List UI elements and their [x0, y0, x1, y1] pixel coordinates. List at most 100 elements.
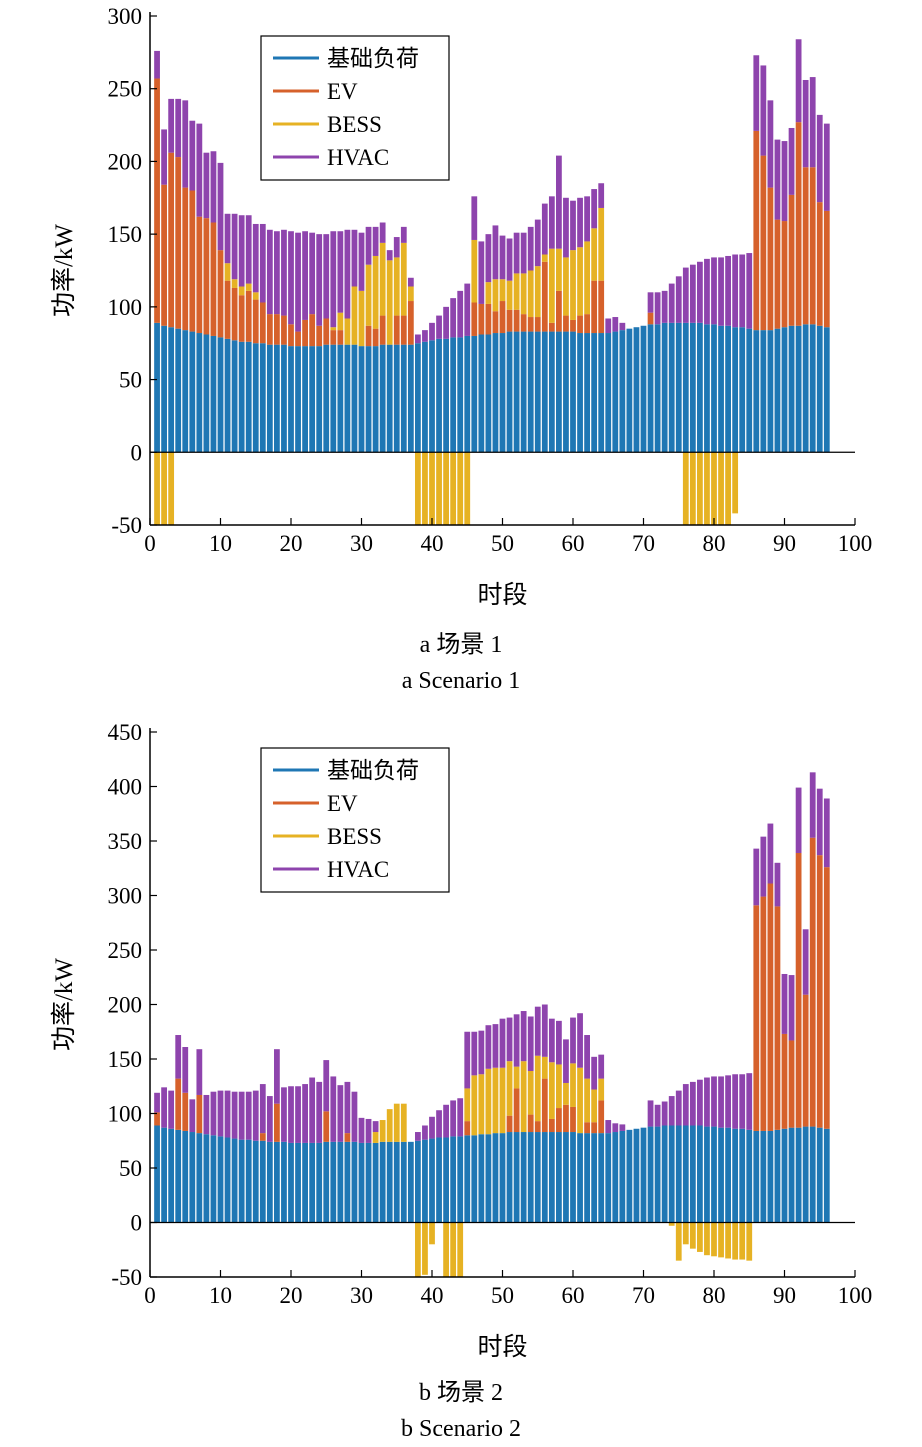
bar-base-93 [802, 324, 809, 453]
bar-base-40 [429, 340, 435, 453]
bar-hvac-43 [450, 298, 457, 338]
x-tick-label-80: 80 [703, 1283, 726, 1308]
legend-label-hvac: HVAC [327, 857, 389, 882]
bar-hvac-28 [344, 1081, 351, 1134]
bar-hvac-63 [591, 189, 598, 229]
bar-bess-44 [457, 452, 464, 525]
bar-base-18 [274, 344, 280, 453]
bar-bess-54 [527, 270, 534, 318]
bar-base-47 [478, 334, 485, 453]
bar-hvac-48 [485, 1025, 492, 1069]
bar-hvac-9 [210, 151, 217, 223]
bar-hvac-50 [499, 1018, 506, 1068]
bar-base-80 [711, 324, 717, 453]
bar-ev-93 [802, 167, 809, 325]
bar-base-4 [175, 1129, 182, 1223]
bar-hvac-49 [492, 225, 499, 280]
bar-hvac-78 [697, 261, 703, 323]
bar-base-18 [274, 1141, 280, 1223]
bar-hvac-52 [513, 1014, 520, 1067]
bar-base-94 [809, 324, 816, 453]
bar-ev-93 [802, 994, 809, 1127]
bar-hvac-15 [252, 223, 259, 293]
bar-ev-91 [788, 1040, 795, 1128]
bar-base-7 [196, 1133, 203, 1223]
bar-bess-55 [534, 1055, 541, 1122]
bar-ev-22 [302, 319, 308, 347]
bar-bess-49 [492, 1067, 499, 1134]
bar-base-55 [534, 331, 541, 453]
bar-bess-40 [429, 1222, 435, 1245]
bar-bess-41 [436, 452, 442, 525]
bar-base-85 [746, 1129, 753, 1223]
bar-base-44 [457, 1136, 464, 1223]
bar-base-36 [400, 1141, 407, 1223]
bar-base-30 [358, 1142, 365, 1223]
bar-bess-35 [393, 1103, 400, 1142]
bar-bess-48 [485, 282, 492, 304]
bar-ev-18 [274, 314, 280, 345]
bar-base-95 [816, 1127, 823, 1223]
bar-bess-75 [675, 1222, 682, 1261]
y-tick-label-250: 250 [108, 77, 143, 102]
bar-hvac-32 [372, 1121, 379, 1133]
bar-base-50 [499, 333, 506, 453]
bar-hvac-30 [358, 1117, 365, 1143]
bar-bess-51 [506, 1061, 513, 1116]
bar-ev-19 [281, 315, 287, 345]
bar-bess-52 [513, 273, 520, 310]
bar-ev-36 [400, 315, 407, 345]
bar-ev-17 [266, 314, 273, 345]
bar-base-54 [527, 1132, 534, 1223]
bar-base-74 [668, 1125, 675, 1223]
bar-base-89 [774, 328, 781, 453]
x-tick-label-70: 70 [632, 1283, 655, 1308]
bar-hvac-7 [196, 123, 203, 217]
y-tick-label-250: 250 [108, 938, 143, 963]
bar-bess-1 [154, 452, 160, 525]
bar-base-33 [379, 344, 386, 453]
bar-hvac-55 [534, 1006, 541, 1056]
x-tick-label-100: 100 [838, 1283, 873, 1308]
bar-ev-16 [259, 1133, 266, 1141]
bar-base-50 [499, 1133, 506, 1223]
bar-base-80 [711, 1126, 717, 1223]
bar-hvac-24 [316, 1081, 323, 1143]
bar-hvac-20 [288, 231, 294, 325]
bar-bess-55 [534, 266, 541, 318]
bar-ev-63 [591, 280, 598, 334]
bar-hvac-74 [668, 283, 675, 323]
bar-ev-54 [527, 1114, 534, 1133]
bar-base-20 [288, 346, 294, 453]
bar-base-58 [556, 1132, 562, 1223]
bar-base-65 [605, 333, 612, 453]
bar-base-11 [224, 1137, 231, 1223]
bar-base-17 [266, 344, 273, 453]
bar-ev-1 [154, 1112, 160, 1126]
bar-hvac-88 [767, 823, 774, 884]
bar-bess-82 [725, 452, 731, 525]
bar-ev-13 [238, 295, 245, 342]
bar-base-62 [584, 1133, 590, 1223]
bar-bess-79 [704, 1222, 710, 1256]
bar-hvac-83 [732, 1074, 739, 1129]
bar-bess-56 [541, 1056, 548, 1079]
bar-hvac-59 [563, 197, 569, 258]
bar-base-52 [513, 1132, 520, 1223]
bar-bess-63 [591, 228, 598, 281]
bar-hvac-21 [295, 232, 301, 332]
bar-base-95 [816, 325, 823, 453]
bar-hvac-1 [154, 50, 160, 79]
bar-ev-49 [492, 311, 499, 334]
bar-base-64 [598, 333, 605, 453]
bar-hvac-9 [210, 1091, 217, 1136]
bar-base-1 [154, 322, 160, 453]
bar-ev-16 [259, 302, 266, 344]
bar-hvac-14 [245, 215, 252, 284]
bar-bess-62 [584, 1078, 590, 1123]
x-tick-label-50: 50 [491, 531, 514, 556]
bar-ev-61 [577, 315, 583, 334]
bar-hvac-8 [203, 152, 210, 219]
bar-base-88 [767, 1130, 774, 1223]
bar-hvac-48 [485, 234, 492, 283]
